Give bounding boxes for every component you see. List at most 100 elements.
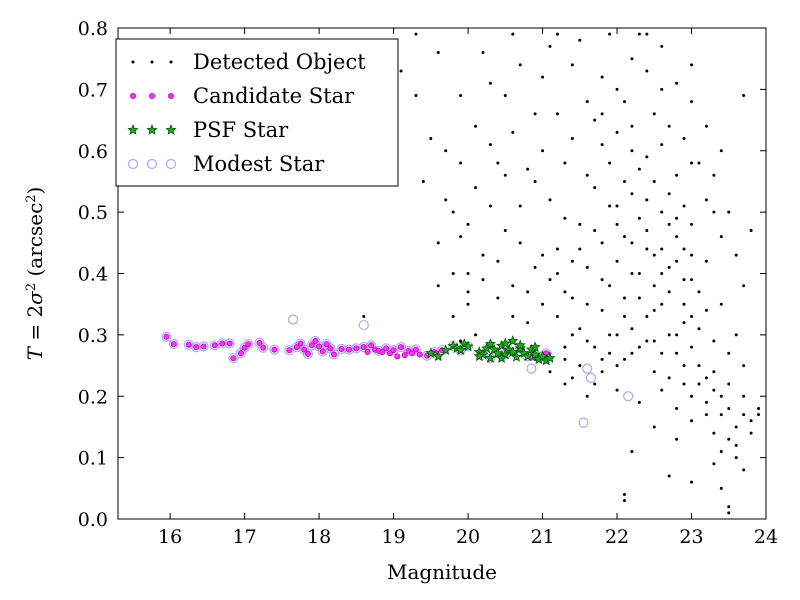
detected-object-point xyxy=(637,32,641,36)
candidate-star-point xyxy=(308,342,315,349)
detected-object-point xyxy=(712,370,716,374)
detected-object-point xyxy=(436,51,440,55)
psf-star-point xyxy=(544,352,556,363)
detected-object-point xyxy=(444,149,448,153)
detected-object-point xyxy=(533,265,537,269)
modest-star-point xyxy=(191,342,202,353)
detected-object-point xyxy=(593,186,597,190)
detected-object-point xyxy=(421,179,425,183)
detected-object-point xyxy=(630,124,634,128)
detected-object-point xyxy=(459,94,463,98)
detected-object-point xyxy=(637,167,641,171)
psf-star-point xyxy=(425,347,437,359)
detected-object-point xyxy=(511,314,515,318)
detected-object-point xyxy=(645,339,649,343)
modest-star-point xyxy=(287,314,299,325)
candidate-star-point xyxy=(368,342,375,349)
detected-object-point xyxy=(727,382,731,386)
detected-object-point xyxy=(652,308,656,312)
detected-object-point xyxy=(667,265,671,269)
detected-object-point xyxy=(563,161,567,165)
x-tick-label: 24 xyxy=(754,526,778,548)
modest-star-point xyxy=(366,340,377,351)
legend-box xyxy=(115,38,399,187)
detected-object-point xyxy=(667,333,671,337)
detected-object-point xyxy=(451,272,455,275)
detected-object-point xyxy=(585,173,589,177)
detected-object-point xyxy=(615,259,619,263)
detected-object-point xyxy=(630,192,634,196)
detected-object-point xyxy=(615,333,619,337)
legend-label: Candidate Star xyxy=(193,84,355,108)
detected-object-point xyxy=(555,112,559,116)
detected-object-point xyxy=(608,204,612,208)
detected-object-point xyxy=(429,136,433,140)
candidate-star-point xyxy=(386,350,393,357)
candidate-star-point xyxy=(304,350,311,357)
y-axis-title-part: σ xyxy=(23,290,47,305)
plot-area xyxy=(117,27,767,520)
detected-object-point xyxy=(690,222,694,226)
detected-object-point xyxy=(652,425,656,429)
detected-object-point xyxy=(608,161,612,165)
y-axis-title-part: 2 xyxy=(24,283,39,291)
detected-object-point xyxy=(660,143,664,147)
psf-star-point xyxy=(484,352,496,363)
detected-object-point xyxy=(622,100,626,104)
candidate-star-point xyxy=(323,341,330,348)
detected-object-point xyxy=(704,376,708,380)
detected-object-point xyxy=(526,290,530,294)
detected-object-point xyxy=(719,235,723,239)
detected-object-point xyxy=(496,161,500,165)
modest-star-point xyxy=(198,341,209,352)
candidate-star-point xyxy=(416,351,423,358)
psf-star-point xyxy=(499,337,511,349)
detected-object-point xyxy=(585,339,589,343)
detected-object-point xyxy=(742,394,746,398)
detected-object-point xyxy=(660,351,664,355)
detected-object-point xyxy=(660,247,664,251)
detected-object-point xyxy=(622,499,626,503)
detected-object-point xyxy=(563,345,567,349)
detected-object-point xyxy=(474,186,478,190)
detected-object-point xyxy=(667,222,671,226)
detected-object-point xyxy=(682,136,686,140)
detected-object-point xyxy=(622,314,626,318)
candidate-star-point xyxy=(412,346,419,353)
detected-object-point xyxy=(615,222,619,226)
psf-star-point xyxy=(473,350,485,362)
candidate-star-point xyxy=(230,355,237,362)
candidate-star-legend-marker xyxy=(129,93,136,100)
psf-star-point xyxy=(496,352,508,363)
modest-star-point xyxy=(269,344,280,355)
detected-object-point xyxy=(704,198,708,202)
detected-object-point xyxy=(451,210,455,214)
modest-star-point xyxy=(358,319,369,331)
detected-object-point xyxy=(690,394,694,398)
detected-object-point xyxy=(690,253,694,257)
detected-object-point xyxy=(541,75,545,79)
y-tick-label: 0.6 xyxy=(78,141,108,163)
psf-star-point xyxy=(432,350,444,362)
detected-object-point xyxy=(466,290,470,294)
detected-object-point xyxy=(630,351,634,355)
detected-object-point xyxy=(533,112,537,116)
modest-star-point xyxy=(209,340,220,351)
candidate-star-point xyxy=(398,344,405,351)
detected-object-point xyxy=(712,388,716,392)
detected-object-point xyxy=(682,302,686,306)
candidate-star-point xyxy=(379,349,386,356)
modest-star-point xyxy=(582,363,593,374)
detected-object-point xyxy=(749,431,753,435)
psf-star-point xyxy=(507,346,519,357)
modest-star-point xyxy=(183,339,194,350)
psf-star-point xyxy=(455,344,467,355)
detected-object-point xyxy=(555,32,559,36)
detected-object-point xyxy=(675,173,679,177)
detected-object-legend-marker xyxy=(131,60,135,64)
detected-object-point xyxy=(511,284,515,288)
detected-object-point xyxy=(526,321,530,325)
detected-object-point xyxy=(399,69,403,73)
candidate-star-point xyxy=(271,346,278,353)
